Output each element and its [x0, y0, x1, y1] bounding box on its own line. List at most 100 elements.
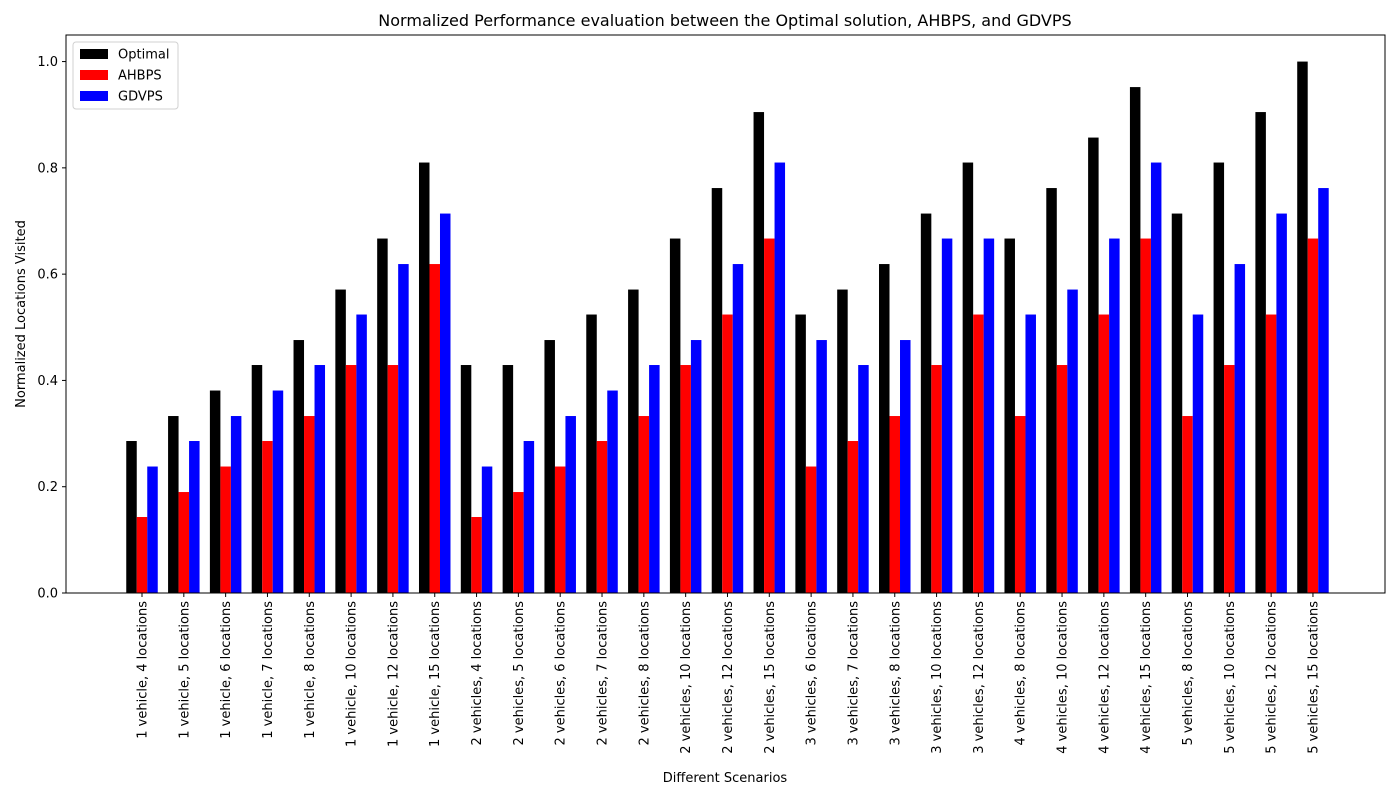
bar-optimal-7: [377, 238, 388, 594]
x-tick-label: 2 vehicles, 8 locations: [637, 601, 652, 746]
bar-gdvps-4: [272, 390, 284, 593]
x-tick-label: 5 vehicles, 8 locations: [1181, 601, 1196, 746]
x-tick-label: 1 vehicle, 12 locations: [386, 601, 401, 747]
chart-title: Normalized Performance evaluation betwee…: [378, 11, 1071, 30]
bar-gdvps-2: [189, 441, 200, 593]
bar-ahbps-5: [304, 416, 315, 593]
bar-optimal-20: [920, 213, 932, 593]
legend-swatch-optimal: [80, 49, 108, 59]
x-tick-label: 4 vehicles, 8 locations: [1014, 601, 1029, 746]
bar-gdvps-19: [900, 340, 911, 593]
bar-optimal-15: [711, 188, 723, 594]
bar-gdvps-21: [983, 238, 995, 594]
bar-ahbps-25: [1140, 238, 1151, 594]
bar-gdvps-25: [1150, 162, 1162, 594]
legend: Optimal AHBPS GDVPS: [72, 41, 179, 110]
bars-group: [126, 61, 1329, 594]
bar-ahbps-19: [889, 416, 901, 593]
bar-ahbps-7: [387, 365, 399, 593]
bar-ahbps-16: [764, 238, 775, 594]
bar-gdvps-5: [314, 365, 326, 593]
bar-gdvps-7: [398, 264, 409, 593]
bar-optimal-10: [502, 365, 514, 593]
x-tick-label: 1 vehicle, 15 locations: [428, 601, 443, 747]
bar-gdvps-6: [356, 314, 367, 593]
x-tick-label: 4 vehicles, 10 locations: [1056, 601, 1071, 754]
x-tick-label: 1 vehicle, 5 locations: [177, 601, 192, 739]
bar-ahbps-11: [554, 466, 566, 593]
x-tick-label: 3 vehicles, 6 locations: [805, 601, 820, 746]
bar-gdvps-18: [858, 365, 869, 593]
x-axis-title: Different Scenarios: [663, 771, 788, 786]
x-axis: 1 vehicle, 4 locations 1 vehicle, 5 locat…: [136, 593, 1321, 754]
bar-gdvps-13: [649, 365, 660, 593]
bar-optimal-22: [1004, 238, 1015, 594]
bar-ahbps-27: [1224, 365, 1235, 593]
bar-ahbps-14: [680, 365, 691, 593]
bar-ahbps-29: [1307, 238, 1319, 594]
x-tick-label: 1 vehicle, 10 locations: [345, 601, 360, 747]
bar-ahbps-8: [429, 264, 440, 593]
legend-label-ahbps: AHBPS: [118, 69, 162, 84]
bar-optimal-26: [1171, 213, 1183, 593]
bar-optimal-1: [126, 441, 137, 593]
bar-gdvps-26: [1192, 314, 1204, 593]
bar-gdvps-8: [439, 213, 451, 593]
bar-ahbps-13: [638, 416, 650, 593]
bar-gdvps-28: [1276, 213, 1287, 593]
x-tick-label: 3 vehicles, 7 locations: [846, 601, 861, 746]
bar-gdvps-11: [565, 416, 576, 593]
bar-optimal-16: [753, 112, 765, 593]
y-tick-label: 0.6: [37, 268, 58, 283]
bar-gdvps-22: [1025, 314, 1036, 593]
x-tick-label: 5 vehicles, 12 locations: [1265, 601, 1280, 754]
bar-optimal-28: [1255, 112, 1266, 593]
bar-ahbps-17: [805, 466, 817, 593]
bar-optimal-11: [544, 340, 555, 593]
x-tick-label: 1 vehicle, 4 locations: [136, 601, 151, 739]
bar-ahbps-9: [471, 517, 482, 593]
bar-ahbps-4: [262, 441, 273, 593]
bar-optimal-19: [879, 264, 890, 593]
bar-ahbps-23: [1056, 365, 1068, 593]
x-tick-label: 5 vehicles, 10 locations: [1223, 601, 1238, 754]
bar-ahbps-26: [1182, 416, 1193, 593]
bar-ahbps-18: [847, 441, 859, 593]
x-tick-label: 1 vehicle, 8 locations: [303, 601, 318, 739]
y-axis-title: Normalized Locations Visited: [14, 220, 29, 408]
bar-optimal-14: [669, 238, 681, 594]
bar-ahbps-2: [178, 492, 190, 593]
bar-ahbps-12: [596, 441, 608, 593]
y-tick-label: 0.2: [37, 480, 58, 495]
bar-gdvps-17: [816, 340, 827, 593]
y-axis: 0.0 0.2 0.4 0.6 0.8 1.0: [37, 55, 66, 602]
y-tick-label: 1.0: [37, 55, 58, 70]
bar-optimal-18: [837, 289, 848, 593]
plot-frame: [65, 34, 1386, 594]
bar-optimal-23: [1046, 188, 1057, 594]
bar-optimal-21: [962, 162, 974, 594]
bar-gdvps-12: [607, 390, 618, 593]
x-tick-label: 1 vehicle, 6 locations: [219, 601, 234, 739]
bar-gdvps-9: [481, 466, 493, 593]
x-tick-label: 2 vehicles, 4 locations: [470, 601, 485, 746]
bar-optimal-5: [293, 340, 305, 593]
legend-swatch-ahbps: [80, 70, 108, 80]
x-tick-label: 3 vehicles, 8 locations: [888, 601, 903, 746]
bar-ahbps-15: [722, 314, 733, 593]
x-tick-label: 2 vehicles, 7 locations: [596, 601, 611, 746]
bar-gdvps-27: [1234, 264, 1246, 593]
bar-optimal-17: [795, 314, 806, 593]
x-tick-label: 2 vehicles, 10 locations: [679, 601, 694, 754]
x-tick-label: 2 vehicles, 12 locations: [721, 601, 736, 754]
y-tick-label: 0.0: [37, 587, 58, 602]
bar-optimal-12: [586, 314, 597, 593]
bar-gdvps-1: [147, 466, 158, 593]
x-tick-label: 3 vehicles, 10 locations: [930, 601, 945, 754]
x-tick-label: 3 vehicles, 12 locations: [972, 601, 987, 754]
legend-label-optimal: Optimal: [118, 48, 169, 63]
bar-optimal-8: [418, 162, 430, 594]
bar-optimal-27: [1213, 162, 1225, 594]
bar-ahbps-20: [931, 365, 942, 593]
bar-gdvps-16: [774, 162, 786, 594]
